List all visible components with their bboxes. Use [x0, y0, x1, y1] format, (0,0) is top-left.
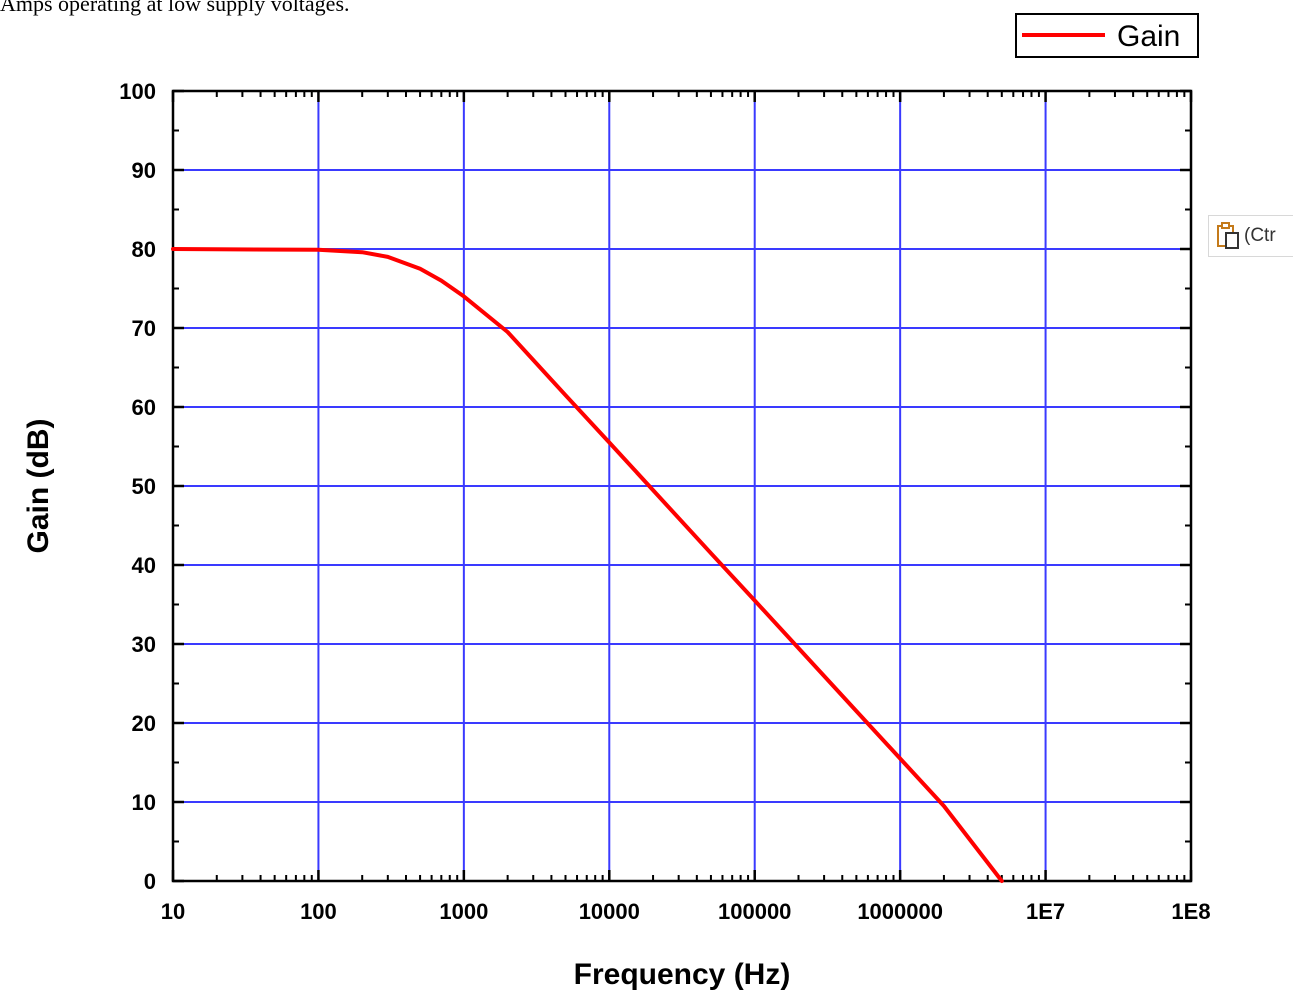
x-tick-label: 10 [161, 899, 185, 924]
grid-lines [173, 91, 1191, 881]
paste-options-button[interactable]: (Ctr [1208, 215, 1293, 257]
y-tick-label: 80 [132, 237, 156, 262]
x-tick-labels: 10 100 1000 10000 100000 1000000 1E7 1E8 [161, 899, 1211, 924]
y-tick-label: 70 [132, 316, 156, 341]
y-tick-label: 50 [132, 474, 156, 499]
legend: Gain [1015, 13, 1199, 58]
gain-series-line [171, 247, 1004, 883]
y-axis-title: Gain (dB) [22, 419, 55, 554]
y-tick-label: 10 [132, 790, 156, 815]
document-text: Amps operating at low supply voltages. [0, 0, 350, 16]
x-tick-label: 10000 [579, 899, 640, 924]
x-tick-label: 1E8 [1171, 899, 1210, 924]
x-tick-label: 1E7 [1026, 899, 1065, 924]
y-tick-label: 90 [132, 158, 156, 183]
paste-options-label: (Ctr [1244, 225, 1276, 246]
clipboard-paste-icon [1217, 222, 1239, 249]
legend-label: Gain [1117, 20, 1180, 53]
x-axis-title: Frequency (Hz) [574, 958, 791, 991]
x-tick-label: 100000 [718, 899, 791, 924]
major-ticks [171, 89, 1193, 883]
y-tick-label: 60 [132, 395, 156, 420]
y-tick-label: 30 [132, 632, 156, 657]
y-tick-labels: 0 10 20 30 40 50 60 70 80 90 100 [119, 79, 156, 894]
x-tick-label: 1000 [439, 899, 488, 924]
y-tick-label: 40 [132, 553, 156, 578]
y-tick-label: 100 [119, 79, 156, 104]
y-tick-label: 20 [132, 711, 156, 736]
y-tick-label: 0 [144, 869, 156, 894]
x-tick-label: 100 [300, 899, 337, 924]
x-tick-label: 1000000 [857, 899, 943, 924]
